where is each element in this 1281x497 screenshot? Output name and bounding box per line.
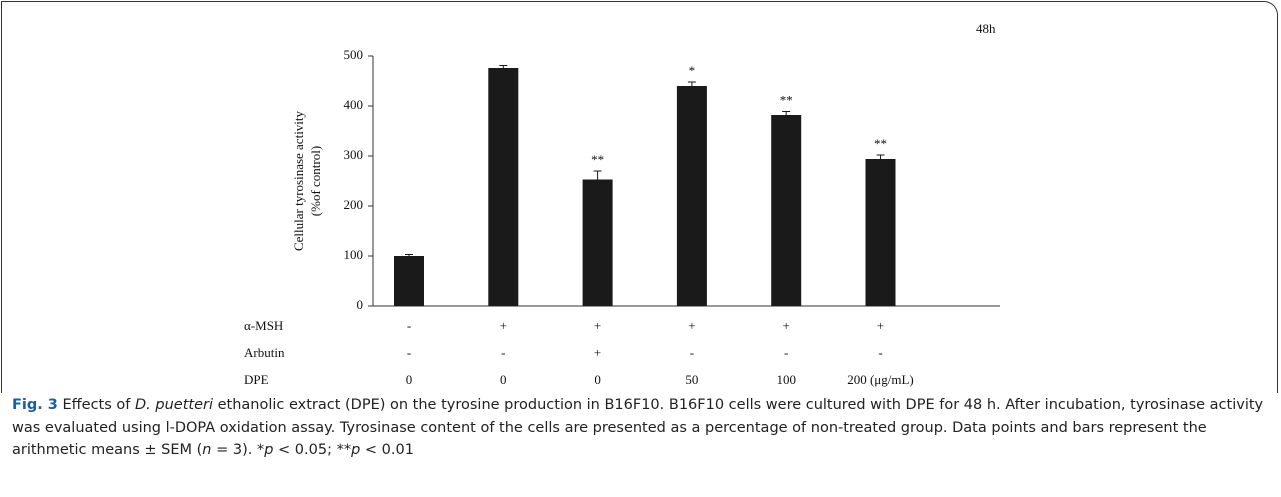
significance-label: **: [780, 92, 793, 107]
figure-frame: [1, 1, 1278, 393]
caption-text: p: [264, 442, 274, 458]
treatment-level: +: [594, 345, 601, 360]
bar: [771, 115, 802, 306]
treatment-level: 50: [685, 372, 698, 387]
treatment-level: 0: [406, 372, 413, 387]
caption-text: D. puetteri: [135, 397, 213, 413]
treatment-level: 100: [776, 372, 796, 387]
treatment-name: DPE: [244, 372, 269, 387]
caption-text: Fig. 3: [12, 397, 58, 413]
panel-label: 48h: [976, 21, 996, 36]
bar: [676, 86, 707, 306]
treatment-level: -: [501, 345, 505, 360]
y-tick-label: 300: [344, 147, 364, 162]
y-axis-label: Cellular tyrosinase activity: [291, 110, 306, 251]
caption-text: < 0.05; **: [273, 442, 352, 458]
bar: [582, 179, 613, 306]
treatment-level: 0: [500, 372, 507, 387]
treatment-name: Arbutin: [244, 345, 285, 360]
treatment-name: α-MSH: [244, 318, 283, 333]
significance-label: **: [874, 136, 887, 151]
treatment-level: 0: [594, 372, 601, 387]
y-axis-label: (%of control): [308, 146, 323, 216]
caption-text: = 3). *: [211, 442, 265, 458]
bar: [394, 256, 424, 306]
bar: [488, 68, 519, 306]
treatment-level: +: [500, 318, 507, 333]
treatment-level: -: [784, 345, 788, 360]
treatment-level: -: [878, 345, 882, 360]
y-tick-label: 0: [357, 297, 364, 312]
treatment-level: -: [690, 345, 694, 360]
y-tick-label: 500: [344, 47, 364, 62]
y-tick-label: 400: [344, 97, 364, 112]
significance-label: *: [689, 63, 696, 78]
caption-text: Effects of: [57, 397, 135, 413]
significance-label: **: [591, 152, 604, 167]
treatment-level: +: [688, 318, 695, 333]
treatment-level: -: [407, 345, 411, 360]
treatment-level: 200 (μg/mL): [847, 372, 914, 387]
treatment-level: +: [594, 318, 601, 333]
treatment-level: -: [407, 318, 411, 333]
treatment-level: +: [783, 318, 790, 333]
y-tick-label: 100: [344, 247, 364, 262]
caption-text: ethanolic extract (DPE) on the tyrosine …: [12, 397, 1264, 458]
caption-text: n: [202, 442, 212, 458]
caption-text: p: [351, 442, 361, 458]
y-tick-label: 200: [344, 197, 364, 212]
caption-text: < 0.01: [360, 442, 414, 458]
bar: [865, 159, 896, 306]
caption: Fig. 3 Effects of D. puetteri ethanolic …: [12, 394, 1274, 462]
treatment-level: +: [877, 318, 884, 333]
